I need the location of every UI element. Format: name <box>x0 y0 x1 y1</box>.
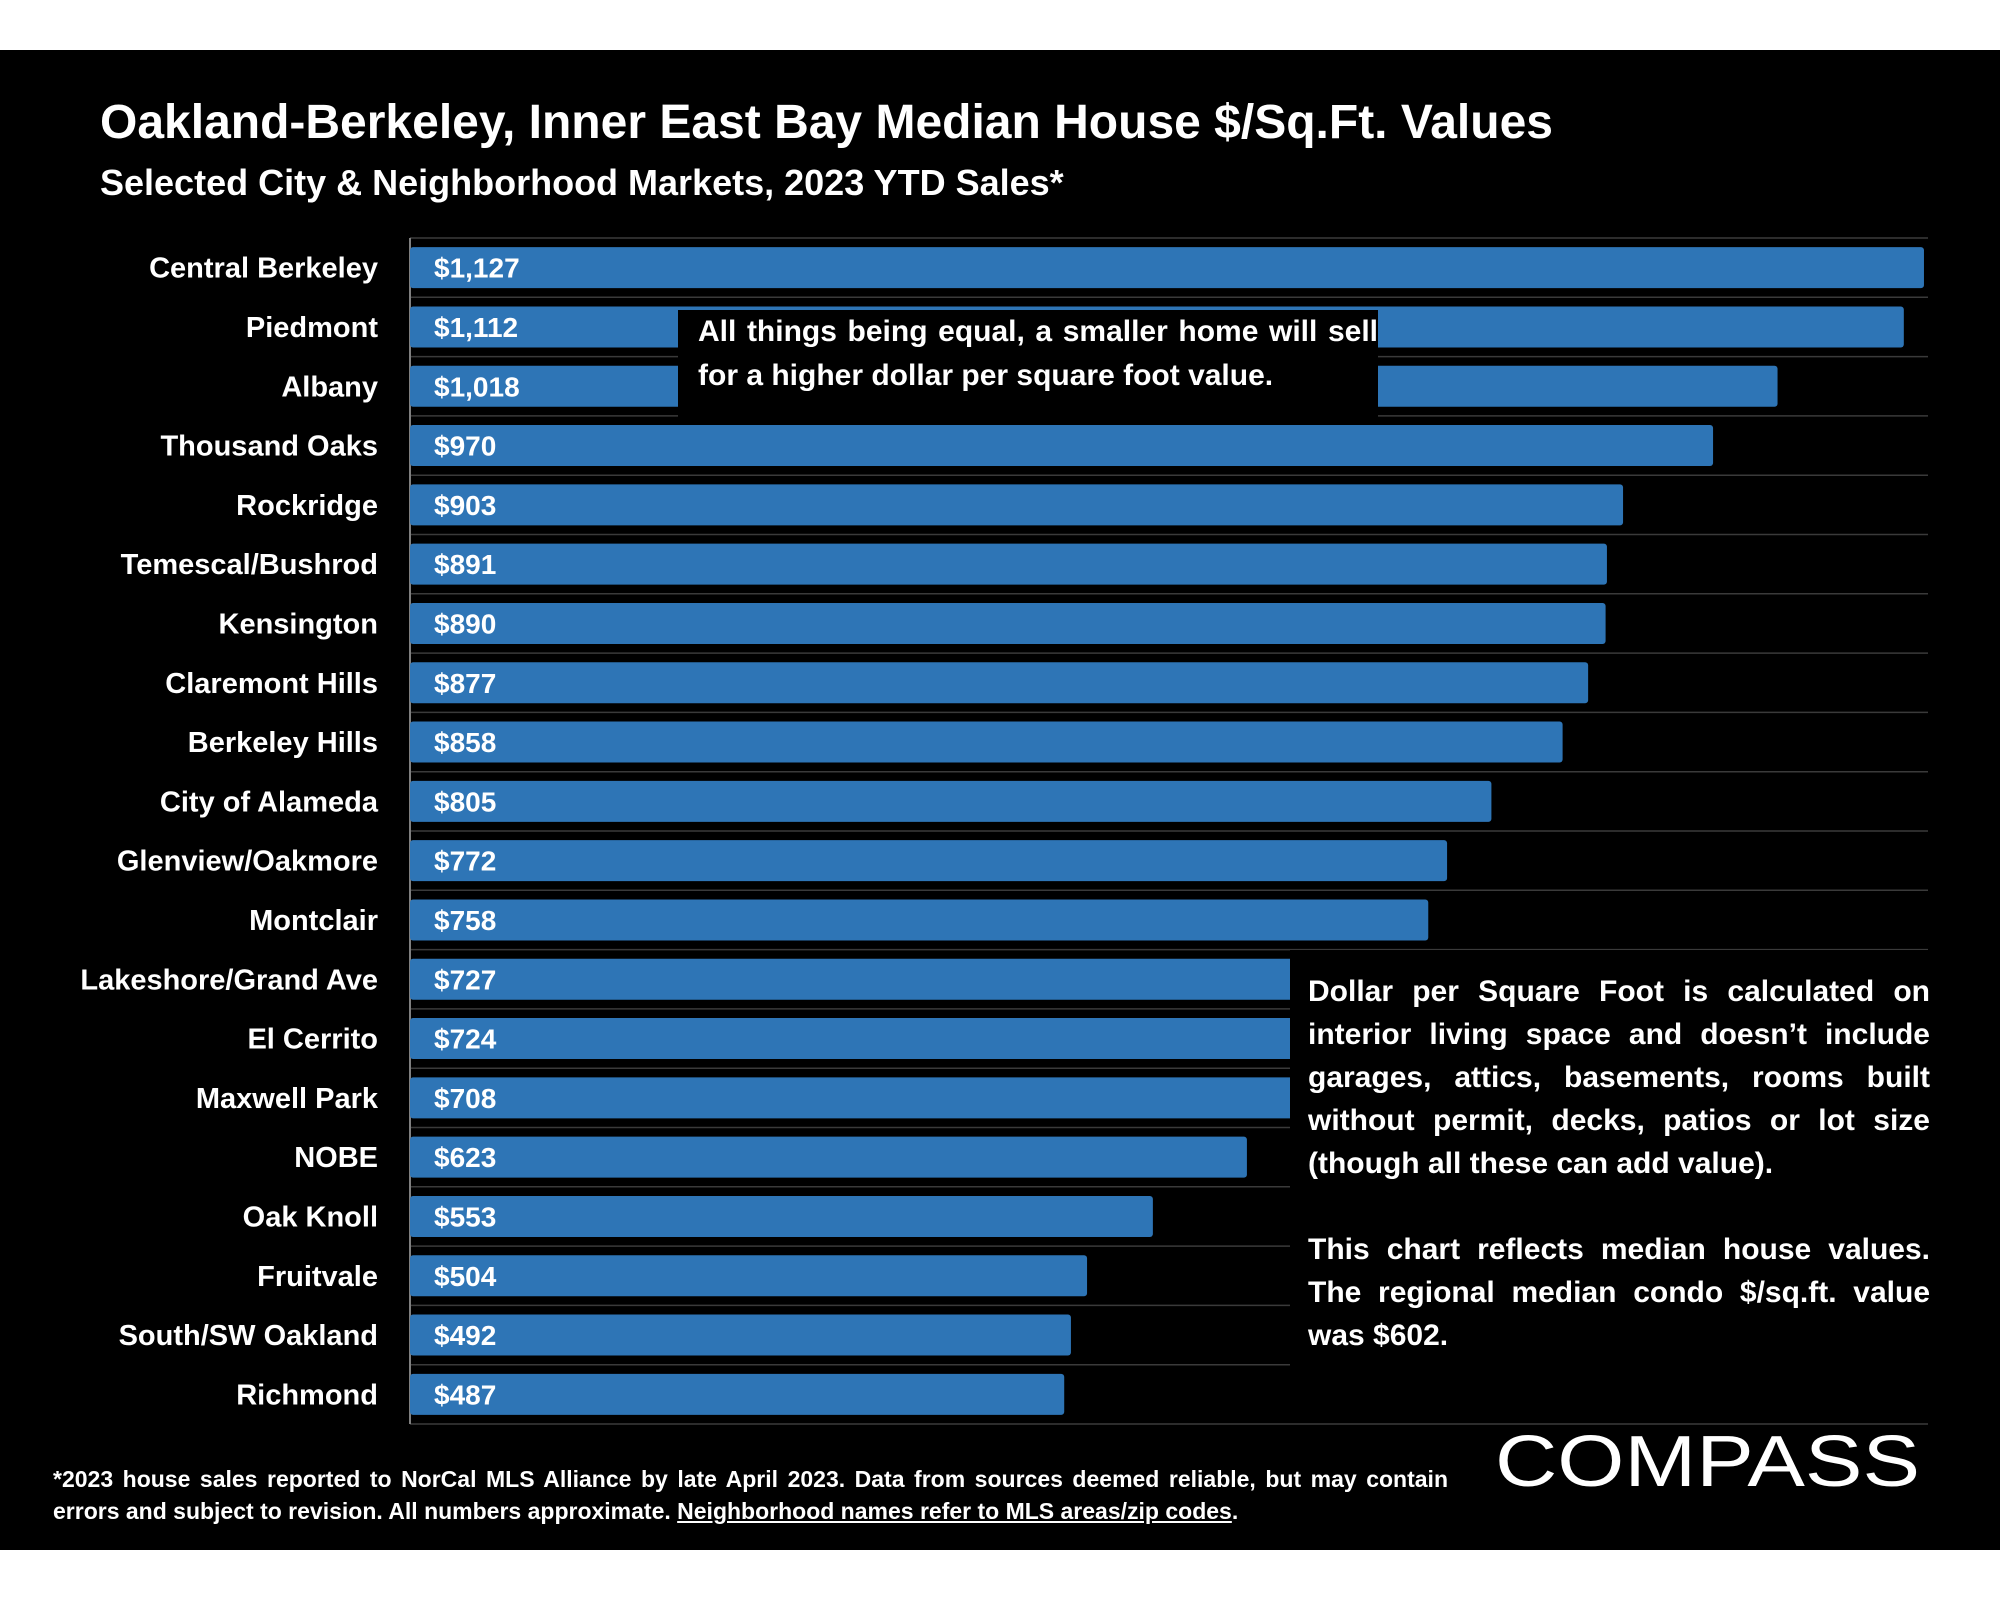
compass-logo-text: COMPASS <box>1495 1422 1920 1500</box>
bar <box>410 958 1387 1000</box>
data-label: $487 <box>434 1379 496 1410</box>
data-label: $772 <box>434 846 496 877</box>
annotation-condo-text: This chart reflects median house values.… <box>1308 1233 1930 1352</box>
bar <box>410 1373 1065 1415</box>
bar <box>410 425 1714 467</box>
footnote: *2023 house sales reported to NorCal MLS… <box>53 1463 1448 1527</box>
category-label: Richmond <box>236 1379 378 1411</box>
data-label: $623 <box>434 1142 496 1173</box>
category-label: Maxwell Park <box>196 1083 379 1115</box>
data-label: $727 <box>434 964 496 995</box>
data-label: $708 <box>434 1083 496 1114</box>
data-label: $1,127 <box>434 253 520 284</box>
category-label: Temescal/Bushrod <box>121 549 378 581</box>
category-label: Thousand Oaks <box>160 431 378 463</box>
footnote-link[interactable]: Neighborhood names refer to MLS areas/zi… <box>677 1498 1232 1524</box>
category-label: Albany <box>281 371 378 403</box>
bar <box>410 780 1492 822</box>
bar <box>410 899 1429 941</box>
bar <box>410 1195 1153 1237</box>
data-label: $891 <box>434 549 496 580</box>
category-label: Claremont Hills <box>165 668 378 700</box>
data-label: $724 <box>434 1024 497 1055</box>
chart-title: Oakland-Berkeley, Inner East Bay Median … <box>100 96 1553 149</box>
data-label: $805 <box>434 786 496 817</box>
data-label: $1,112 <box>434 312 518 343</box>
chart-subtitle: Selected City & Neighborhood Markets, 20… <box>100 162 1064 203</box>
compass-logo: COMPASS <box>1495 1422 1920 1500</box>
bar <box>410 1136 1247 1178</box>
category-label: Glenview/Oakmore <box>117 846 378 878</box>
category-label: Lakeshore/Grand Ave <box>80 964 378 996</box>
bar <box>410 1255 1088 1297</box>
annotation-definition-text: Dollar per Square Foot is calculated on … <box>1308 975 1930 1180</box>
bar <box>410 1314 1071 1356</box>
data-label: $877 <box>434 668 496 699</box>
bar <box>410 721 1563 763</box>
category-label: South/SW Oakland <box>119 1320 378 1352</box>
category-label: El Cerrito <box>247 1024 378 1056</box>
data-label: $758 <box>434 905 496 936</box>
data-label: $970 <box>434 431 496 462</box>
category-label: City of Alameda <box>160 786 379 818</box>
slide: Oakland-Berkeley, Inner East Bay Median … <box>0 50 2000 1550</box>
category-label: Oak Knoll <box>243 1201 378 1233</box>
data-label: $1,018 <box>434 371 520 402</box>
category-label: Piedmont <box>246 312 378 344</box>
data-label: $890 <box>434 608 496 639</box>
category-label: Berkeley Hills <box>188 727 378 759</box>
annotation-smaller-home: All things being equal, a smaller home w… <box>678 310 1378 425</box>
bar <box>410 840 1448 882</box>
category-label: Fruitvale <box>257 1261 378 1293</box>
category-label: Kensington <box>219 608 379 640</box>
bar <box>410 484 1624 526</box>
category-label: NOBE <box>294 1142 378 1174</box>
category-label: Montclair <box>249 905 378 937</box>
bar <box>410 1018 1383 1060</box>
category-label: Central Berkeley <box>149 253 378 285</box>
bar <box>410 602 1606 644</box>
bar <box>410 247 1924 289</box>
category-label: Rockridge <box>236 490 378 522</box>
data-label: $492 <box>434 1320 496 1351</box>
bar <box>410 1077 1362 1119</box>
data-label: $504 <box>434 1261 497 1292</box>
data-label: $858 <box>434 727 496 758</box>
footnote-text: *2023 house sales reported to NorCal MLS… <box>53 1466 1448 1524</box>
data-label: $903 <box>434 490 496 521</box>
bar <box>410 662 1589 704</box>
footnote-end: . <box>1231 1498 1239 1524</box>
data-label: $553 <box>434 1201 496 1232</box>
annotation-definition: Dollar per Square Foot is calculated on … <box>1290 950 1930 1400</box>
bar <box>410 543 1607 585</box>
